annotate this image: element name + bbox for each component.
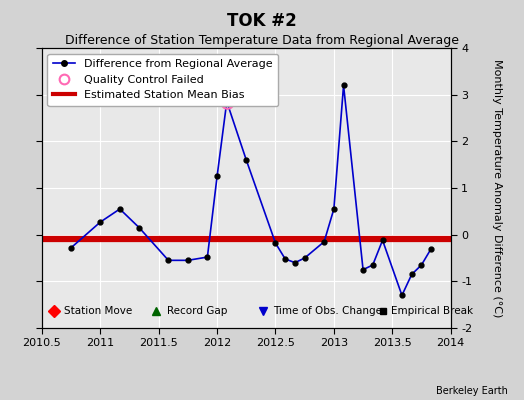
Text: Difference of Station Temperature Data from Regional Average: Difference of Station Temperature Data f… <box>65 34 459 47</box>
Text: Time of Obs. Change: Time of Obs. Change <box>273 306 382 316</box>
Legend: Difference from Regional Average, Quality Control Failed, Estimated Station Mean: Difference from Regional Average, Qualit… <box>48 54 278 106</box>
Text: Berkeley Earth: Berkeley Earth <box>436 386 508 396</box>
Text: Empirical Break: Empirical Break <box>391 306 474 316</box>
Text: Station Move: Station Move <box>64 306 133 316</box>
Text: TOK #2: TOK #2 <box>227 12 297 30</box>
Text: Record Gap: Record Gap <box>167 306 227 316</box>
Y-axis label: Monthly Temperature Anomaly Difference (°C): Monthly Temperature Anomaly Difference (… <box>492 59 501 317</box>
